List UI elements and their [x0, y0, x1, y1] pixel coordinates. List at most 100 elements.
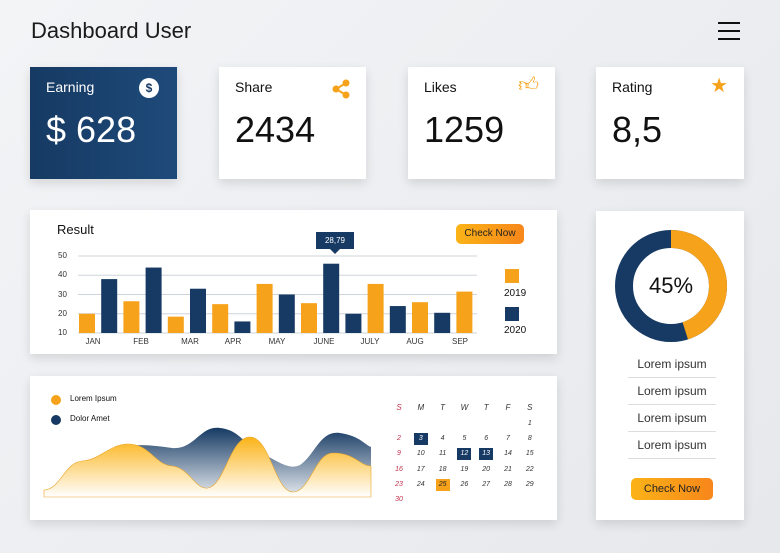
calendar-date[interactable]: 9 [397, 450, 401, 458]
legend-label-dolor: Dolor Amet [70, 414, 110, 423]
rating-card: Rating ★ 8,5 [596, 67, 744, 179]
calendar-date[interactable]: 13 [479, 448, 494, 461]
x-tick-label: AUG [406, 337, 424, 346]
list-item[interactable]: Lorem ipsum [628, 357, 716, 378]
calendar-date[interactable]: 5 [462, 435, 467, 443]
y-tick-label: 20 [58, 308, 67, 318]
legend-label-2020: 2020 [504, 325, 527, 336]
donut-chart [615, 230, 727, 342]
calendar-date[interactable]: 2 [397, 435, 401, 443]
calendar-date[interactable]: 22 [525, 465, 534, 473]
page-title: Dashboard User [31, 18, 192, 43]
tooltip-arrow [330, 249, 340, 259]
y-tick-label: 30 [58, 289, 67, 299]
bar-2019 [256, 283, 273, 333]
calendar-date[interactable]: 4 [440, 435, 445, 443]
calendar-date[interactable]: 23 [395, 480, 403, 488]
share-value: 2434 [235, 109, 316, 150]
bar-2019 [212, 304, 229, 333]
x-tick-label: MAY [268, 337, 286, 346]
likes-label: Likes [424, 79, 457, 95]
donut-progress-arc [615, 230, 727, 342]
chart-tooltip: 28,79 [316, 232, 354, 249]
x-tick-label: FEB [133, 337, 149, 346]
legend-label-lorem: Lorem Ipsum [70, 394, 117, 403]
rating-value: 8,5 [612, 109, 663, 150]
calendar-date[interactable]: 21 [504, 465, 512, 473]
legend-swatch-2020 [505, 307, 519, 321]
legend-dot-lorem [51, 395, 61, 405]
calendar-date[interactable]: 11 [438, 450, 447, 458]
earning-value: $ 628 [46, 109, 137, 150]
share-icon [332, 79, 350, 99]
share-card: Share 2434 [219, 67, 366, 179]
calendar-date[interactable]: 12 [457, 448, 472, 461]
bar-2019 [412, 302, 428, 333]
hamburger-icon[interactable] [718, 22, 740, 40]
star-icon: ★ [710, 75, 728, 97]
calendar-date[interactable]: 10 [416, 450, 425, 458]
bar-2020 [145, 267, 162, 333]
x-tick-label: JUNE [313, 337, 335, 346]
x-tick-label: SEP [451, 337, 468, 346]
y-tick-label: 50 [58, 251, 67, 260]
calendar-date[interactable]: 1 [527, 420, 532, 427]
bar-2019 [367, 283, 384, 333]
calendar-date[interactable]: 17 [416, 465, 425, 473]
calendar-day-header: W [460, 403, 469, 412]
calendar-date[interactable]: 29 [525, 480, 534, 488]
x-tick-label: JAN [85, 337, 101, 346]
bar-2020 [278, 294, 295, 333]
calendar-date[interactable]: 26 [460, 480, 469, 488]
calendar-date[interactable]: 7 [506, 435, 510, 443]
calendar-date[interactable]: 16 [395, 465, 403, 473]
calendar-date[interactable]: 8 [527, 435, 532, 443]
legend-dot-dolor [51, 415, 61, 425]
list-item[interactable]: Lorem ipsum [628, 411, 716, 432]
calendar-date[interactable]: 6 [484, 435, 489, 443]
bar-2019 [79, 313, 95, 333]
list-item[interactable]: Lorem ipsum [628, 438, 716, 459]
x-tick-label: APR [224, 337, 242, 346]
list-item[interactable]: Lorem ipsum [628, 384, 716, 405]
calendar-date[interactable]: 3 [413, 433, 428, 446]
calendar-date[interactable]: 27 [482, 480, 491, 488]
calendar-date[interactable]: 30 [395, 496, 403, 503]
earning-card: Earning $ $ 628 [30, 67, 177, 179]
bar-2020 [190, 288, 206, 333]
bar-2020 [323, 263, 340, 333]
donut-check-now-button[interactable]: Check Now [631, 478, 713, 500]
y-tick-label: 40 [58, 270, 67, 280]
likes-card: Likes 👍︎ 1259 [408, 67, 555, 179]
calendar-date[interactable]: 24 [416, 480, 425, 488]
bar-2020 [389, 306, 406, 333]
calendar-date[interactable]: 14 [504, 450, 512, 458]
area-series-lorem [43, 436, 372, 498]
result-title: Result [57, 222, 94, 237]
calendar-date[interactable]: 25 [435, 478, 450, 491]
calendar-date[interactable]: 20 [482, 465, 491, 473]
calendar-day-header: M [417, 403, 425, 412]
rating-label: Rating [612, 79, 653, 95]
calendar-date[interactable]: 28 [504, 480, 512, 488]
result-check-now-button[interactable]: Check Now [456, 224, 524, 244]
likes-value: 1259 [424, 109, 505, 150]
bar-2020 [345, 313, 362, 333]
bar-2019 [167, 316, 184, 333]
x-tick-label: MAR [181, 337, 199, 346]
calendar-date[interactable]: 15 [525, 450, 534, 458]
calendar-day-header: T [483, 403, 489, 412]
calendar-day-header: S [396, 403, 402, 412]
dollar-icon: $ [139, 78, 159, 98]
share-label: Share [235, 79, 273, 95]
bar-2019 [123, 301, 140, 333]
bar-2020 [101, 279, 118, 333]
calendar-date[interactable]: 19 [460, 465, 469, 473]
x-tick-label: JULY [360, 337, 380, 346]
bar-2019 [456, 291, 473, 333]
calendar-day-header: S [527, 403, 533, 412]
calendar-day-header: F [505, 403, 511, 412]
bar-2019 [301, 303, 317, 333]
calendar-date[interactable]: 18 [438, 465, 447, 473]
